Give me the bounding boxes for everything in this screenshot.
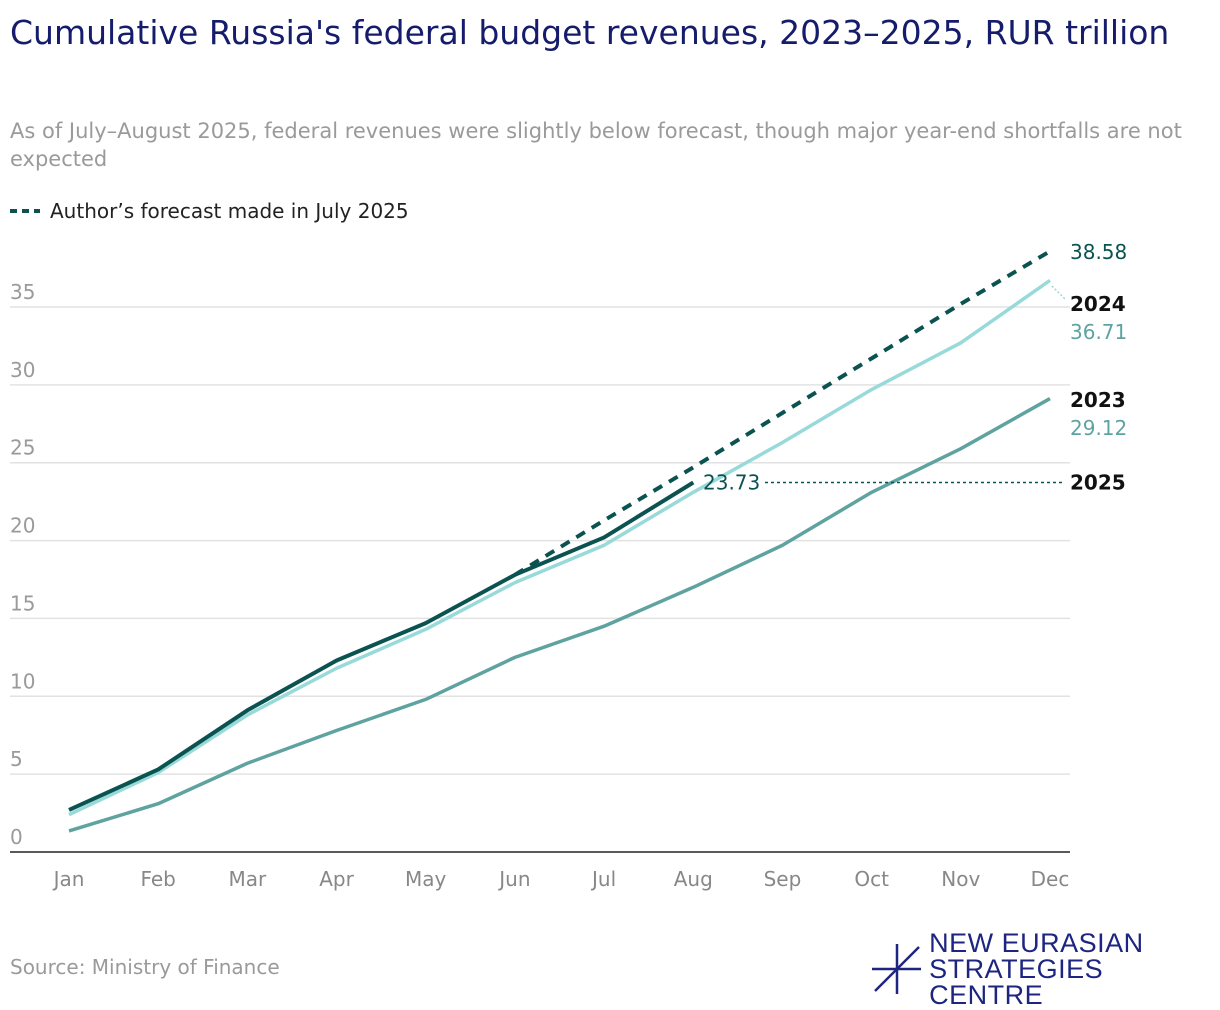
- legend-dash-swatch: [10, 209, 40, 213]
- y-tick-label: 10: [10, 669, 35, 693]
- y-tick-label: 30: [10, 358, 35, 382]
- y-tick-label: 25: [10, 436, 35, 460]
- series-name-2024: 2024: [1070, 292, 1126, 316]
- y-tick-label: 5: [10, 747, 23, 771]
- y-tick-label: 20: [10, 514, 35, 538]
- y-tick-label: 0: [10, 825, 23, 849]
- end-value-2024: 36.71: [1070, 320, 1127, 344]
- series-name-2023: 2023: [1070, 388, 1126, 412]
- logo-line-2: STRATEGIES CENTRE: [929, 954, 1104, 1010]
- x-tick-label: Mar: [228, 867, 267, 891]
- end-value-2025: 23.73: [703, 470, 760, 494]
- x-tick-label: Jun: [497, 867, 530, 891]
- x-tick-label: Jan: [52, 867, 85, 891]
- x-tick-label: Jul: [590, 867, 616, 891]
- forecast-end-label: 38.58: [1070, 240, 1127, 264]
- logo-line-1: NEW EURASIAN: [929, 928, 1144, 958]
- series-line-2024: [68, 278, 1052, 817]
- leader-line-2024: [1051, 285, 1067, 301]
- series-line-2023: [68, 397, 1051, 833]
- y-tick-label: 15: [10, 591, 35, 615]
- series-line-author-s-forecast-made-in-july-2025: [513, 249, 1052, 577]
- logo-star-icon: [872, 944, 922, 994]
- x-tick-label: Apr: [319, 867, 354, 891]
- logo: NEW EURASIAN STRATEGIES CENTRE: [872, 928, 1220, 1010]
- x-tick-label: Dec: [1031, 867, 1070, 891]
- x-tick-label: Feb: [140, 867, 175, 891]
- source-note: Source: Ministry of Finance: [10, 955, 280, 979]
- series-name-2025: 2025: [1070, 470, 1126, 494]
- x-tick-label: Nov: [941, 867, 980, 891]
- x-tick-label: Aug: [674, 867, 713, 891]
- x-tick-label: May: [405, 867, 447, 891]
- legend: Author’s forecast made in July 2025: [10, 199, 409, 223]
- chart-title: Cumulative Russia's federal budget reven…: [10, 13, 1170, 52]
- y-tick-label: 35: [10, 280, 35, 304]
- series-line-2025: [68, 480, 695, 812]
- x-tick-label: Oct: [854, 867, 889, 891]
- end-value-2023: 29.12: [1070, 416, 1127, 440]
- chart-subtitle: As of July–August 2025, federal revenues…: [10, 119, 1182, 171]
- x-tick-label: Sep: [764, 867, 802, 891]
- legend-label: Author’s forecast made in July 2025: [50, 199, 409, 223]
